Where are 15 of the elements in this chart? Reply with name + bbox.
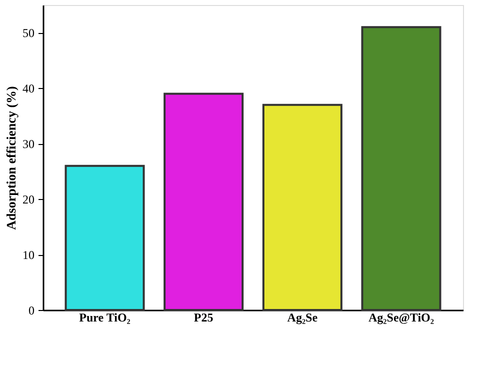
x-tick-label: Pure TiO₂ <box>79 310 131 324</box>
y-tick-label: 30 <box>22 137 34 152</box>
bar <box>64 164 145 311</box>
y-tick-label: 50 <box>22 26 34 40</box>
bar <box>164 92 244 311</box>
y-tick-label: 40 <box>22 82 34 96</box>
x-tick-label: P25 <box>194 310 214 324</box>
y-tick-label: 0 <box>28 304 34 318</box>
y-axis-title: Adsorption efficiency (%) <box>4 86 18 230</box>
x-tick-label: Ag₂Se@TiO₂ <box>368 310 434 324</box>
bar <box>361 26 442 311</box>
x-tick-label: Ag₂Se <box>287 310 318 324</box>
y-tick-label: 10 <box>22 248 34 262</box>
y-tick-label: 20 <box>22 192 34 207</box>
bar <box>262 104 342 311</box>
